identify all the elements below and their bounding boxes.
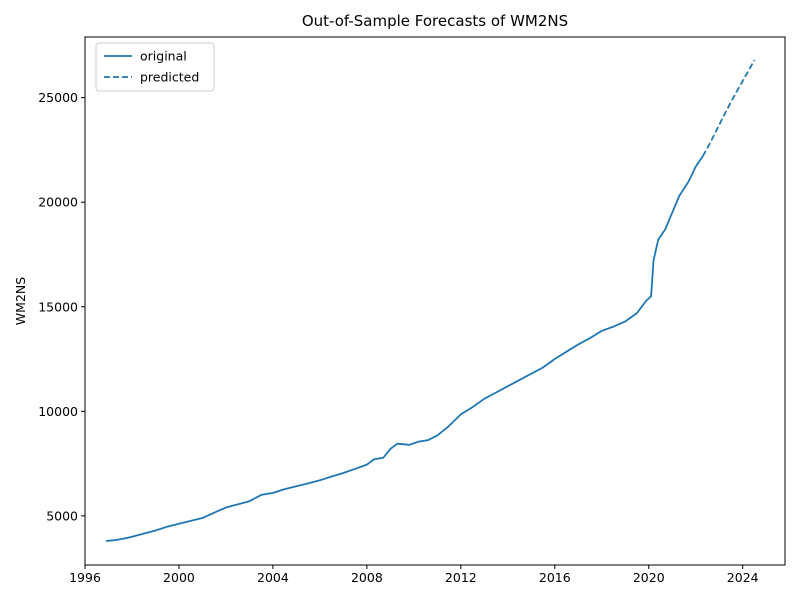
y-tick-label: 25000 — [38, 90, 78, 105]
y-tick-label: 20000 — [38, 195, 78, 210]
series-line-predicted — [702, 59, 756, 157]
y-tick-label: 10000 — [38, 404, 78, 419]
x-tick-label: 2000 — [163, 570, 195, 585]
x-tick-label: 2008 — [351, 570, 383, 585]
y-tick-label: 15000 — [38, 299, 78, 314]
legend: original predicted — [95, 42, 215, 92]
series-line-original — [106, 155, 704, 542]
legend-entry-original: original — [140, 49, 187, 64]
plot-frame — [84, 36, 786, 566]
y-axis: 5000 10000 15000 20000 25000 — [38, 90, 85, 523]
x-tick-label: 2020 — [633, 570, 665, 585]
legend-box — [95, 42, 215, 92]
legend-entry-predicted: predicted — [140, 70, 199, 85]
x-tick-label: 2024 — [727, 570, 759, 585]
series-group — [106, 59, 756, 542]
x-tick-label: 1996 — [69, 570, 101, 585]
chart-title: Out-of-Sample Forecasts of WM2NS — [302, 12, 568, 30]
x-tick-label: 2004 — [257, 570, 289, 585]
x-axis: 1996 2000 2004 2008 2012 2016 2020 2024 — [69, 565, 759, 585]
x-tick-label: 2016 — [539, 570, 571, 585]
x-tick-label: 2012 — [445, 570, 477, 585]
y-axis-label: WM2NS — [13, 277, 28, 325]
y-tick-label: 5000 — [46, 508, 78, 523]
